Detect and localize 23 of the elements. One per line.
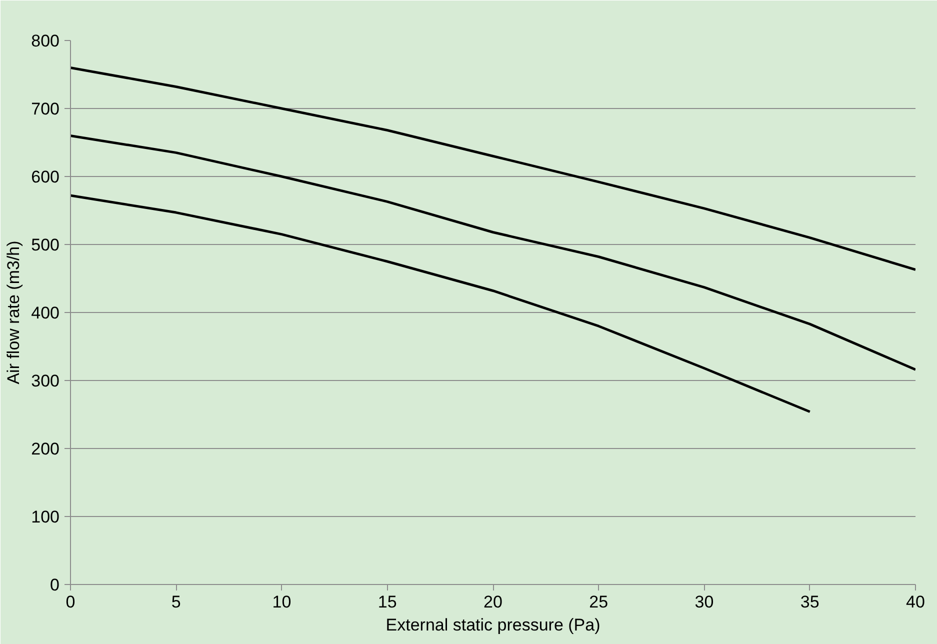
y-axis-title: Air flow rate (m3/h): [4, 240, 24, 384]
x-tick-label: 30: [694, 592, 714, 612]
x-axis-title: External static pressure (Pa): [386, 616, 600, 634]
x-tick-label: 25: [589, 592, 608, 612]
y-tick-label: 200: [31, 440, 60, 458]
x-tick-label: 15: [378, 592, 397, 612]
line-series: [70, 134, 916, 371]
y-tick-label: 100: [31, 508, 60, 526]
line-series: [70, 66, 916, 271]
x-tick-label: 0: [66, 592, 76, 612]
x-tick-label: 40: [906, 592, 925, 612]
y-tick-label: 700: [31, 100, 60, 118]
y-tick-label: 300: [31, 372, 60, 390]
y-tick-label: 800: [31, 32, 60, 50]
y-tick-label: 500: [31, 236, 60, 254]
line-series: [70, 194, 812, 414]
y-tick-label: 400: [31, 304, 60, 322]
x-tick-label: 35: [800, 592, 820, 612]
x-tick-label: 5: [171, 592, 181, 612]
x-tick-label: 10: [272, 592, 292, 612]
y-tick-label: 600: [31, 168, 60, 186]
y-tick-label: 0: [50, 576, 60, 594]
x-tick-label: 20: [484, 592, 502, 612]
